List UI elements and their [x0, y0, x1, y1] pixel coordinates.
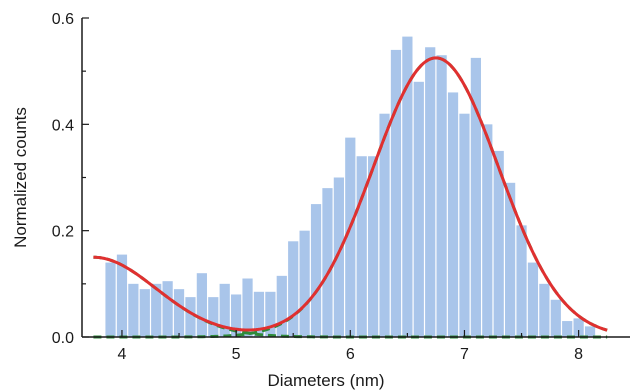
histogram-bar: [539, 283, 550, 337]
histogram-bar: [368, 156, 379, 337]
histogram-bar: [299, 230, 310, 337]
histogram-bar: [505, 182, 516, 337]
histogram-bar: [379, 113, 390, 337]
histogram-bar: [516, 225, 527, 337]
y-tick-label: 0.6: [52, 11, 74, 28]
histogram-bar: [413, 81, 424, 337]
histogram-bar: [425, 47, 436, 337]
x-tick-label: 5: [232, 346, 241, 363]
histogram-bar: [345, 137, 356, 337]
histogram-bar: [550, 299, 561, 337]
histogram-bar: [470, 57, 481, 337]
histogram-bar: [173, 289, 185, 337]
histogram-bar: [265, 291, 276, 337]
histogram-bar: [219, 283, 230, 337]
y-tick-label: 0.4: [52, 117, 74, 134]
x-axis-title: Diameters (nm): [267, 371, 384, 390]
histogram-bar: [128, 283, 139, 337]
y-tick-label: 0.0: [52, 330, 74, 347]
histogram-bar: [288, 241, 299, 337]
histogram-bar: [573, 318, 584, 337]
histogram-bar: [447, 92, 459, 337]
axes: 4 5 6 7 8 0.0 0.2 0.4 0.6: [52, 11, 630, 363]
histogram-bar: [390, 49, 402, 338]
histogram-bar: [310, 204, 322, 337]
histogram-bar: [356, 156, 367, 337]
histogram-bar: [527, 262, 539, 337]
histogram-bars: [105, 36, 596, 338]
histogram-bar: [196, 273, 207, 337]
histogram-bar: [151, 283, 162, 337]
histogram-bar: [333, 177, 344, 337]
histogram-bar: [436, 55, 447, 337]
x-tick-label: 6: [346, 346, 355, 363]
histogram-bar: [402, 36, 413, 337]
histogram-bar: [276, 275, 287, 337]
y-axis-title: Normalized counts: [11, 107, 30, 248]
histogram-bar: [139, 289, 150, 337]
histogram-bar: [322, 188, 333, 337]
histogram-bar: [493, 150, 504, 337]
histogram-bar: [231, 294, 242, 337]
histogram-bar: [242, 278, 253, 337]
histogram-bar: [253, 291, 265, 337]
histogram-bar: [208, 297, 219, 337]
histogram-bar: [185, 297, 196, 337]
y-tick-label: 0.2: [52, 224, 74, 241]
x-tick-label: 7: [460, 346, 469, 363]
histogram-bar: [116, 254, 128, 337]
x-tick-label: 4: [118, 346, 127, 363]
histogram-bar: [162, 281, 173, 337]
histogram-bar: [584, 326, 596, 337]
x-tick-label: 8: [574, 346, 583, 363]
histogram-bar: [482, 124, 493, 337]
histogram-bar: [562, 321, 573, 337]
fit-total-curve: [93, 56, 608, 332]
histogram-bar: [459, 113, 470, 337]
histogram-bar: [105, 262, 116, 337]
